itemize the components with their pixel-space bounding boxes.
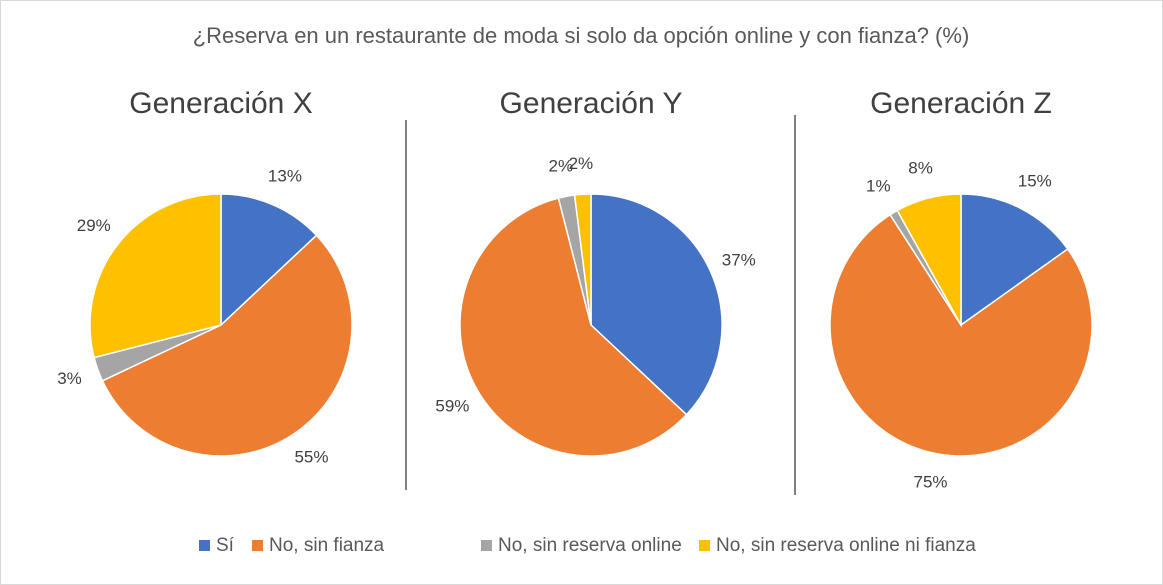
legend-label: No, sin reserva online [498,535,682,556]
pie-slice [89,193,222,359]
data-label: 59% [435,396,469,415]
legend-label: No, sin fianza [269,535,385,556]
legend-swatch [481,540,492,551]
pie-title: Generación Y [500,87,683,120]
pie-title: Generación Z [870,87,1052,120]
pie-slice [590,193,723,416]
data-label: 37% [722,251,756,270]
pie-slice [220,193,318,327]
data-label: 55% [294,448,328,467]
data-label: 13% [268,167,302,186]
pie-slice [829,213,1093,457]
data-label: 75% [914,473,948,492]
legend-swatch [252,540,263,551]
pie-slice [896,193,962,328]
data-label: 8% [908,159,933,178]
pie-slice [459,197,688,457]
legend-label: Sí [216,535,235,556]
chart-title: ¿Reserva en un restaurante de moda si so… [193,23,970,48]
legend-swatch [199,540,210,551]
pie-slice [573,193,592,326]
legend-swatch [699,540,710,551]
data-label: 2% [569,154,594,173]
data-label: 1% [866,176,891,195]
data-label: 3% [57,369,82,388]
pie-title: Generación X [129,87,312,120]
data-label: 2% [549,156,574,175]
legend-label: No, sin reserva online ni fianza [716,535,976,556]
data-label: 29% [77,216,111,235]
data-label: 15% [1018,171,1052,190]
pie-slice [101,234,353,457]
pie-slice [960,193,1069,327]
